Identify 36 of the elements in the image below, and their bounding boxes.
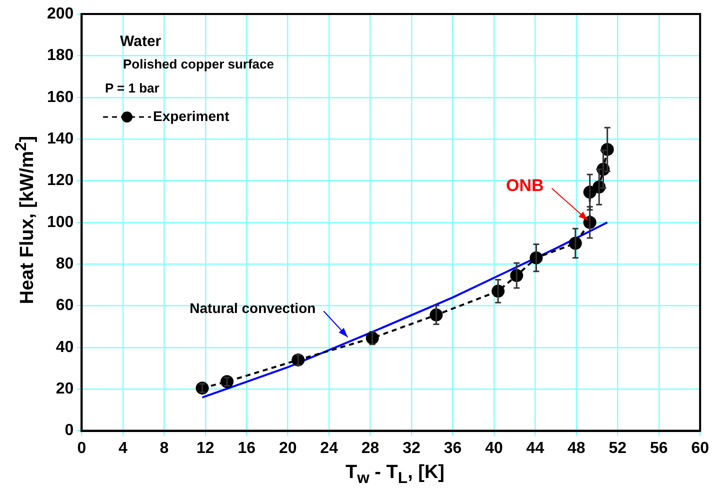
y-tick-label: 40: [56, 338, 74, 356]
x-tick-label: 20: [278, 440, 297, 457]
y-tick-label: 180: [46, 47, 74, 64]
y-tick-label: 100: [46, 214, 74, 231]
annotation: P = 1 bar: [105, 80, 160, 96]
y-tick-label: 160: [46, 88, 74, 106]
legend-label: Experiment: [153, 108, 230, 124]
y-tick-label: 60: [56, 297, 74, 314]
x-tick-label: 0: [77, 440, 86, 457]
y-tick-label: 120: [46, 172, 74, 190]
x-tick-label: 32: [402, 440, 421, 457]
x-tick-label: 56: [650, 440, 668, 457]
x-tick-label: 40: [485, 440, 503, 457]
x-tick-label: 4: [118, 440, 128, 457]
point: [220, 375, 234, 388]
x-tick-label: 60: [691, 440, 710, 457]
annotation: Water: [120, 33, 162, 50]
y-tick-label: 80: [56, 255, 74, 272]
x-tick-label: 24: [320, 440, 338, 457]
y-tick-label: 200: [46, 5, 74, 22]
annotation: Natural convection: [190, 300, 316, 316]
x-axis-title: T$_{w}$ - T$_{L}$, [K]: [345, 462, 445, 488]
x-tick-label: 8: [160, 440, 169, 457]
point: [196, 382, 209, 395]
x-tick-label: 12: [196, 440, 214, 457]
y-tick-label: 20: [56, 380, 74, 398]
x-tick-label: 16: [238, 440, 256, 457]
y-tick-label: 140: [46, 130, 74, 148]
x-tick-label: 52: [608, 440, 627, 457]
x-tick-label: 28: [361, 440, 380, 457]
x-tick-label: 44: [526, 440, 544, 457]
x-tick-label: 36: [444, 440, 462, 457]
annotation: ONB: [506, 176, 544, 196]
x-tick-label: 48: [568, 440, 586, 457]
y-tick-label: 0: [64, 422, 74, 440]
annotation: Polished copper surface: [123, 56, 274, 72]
